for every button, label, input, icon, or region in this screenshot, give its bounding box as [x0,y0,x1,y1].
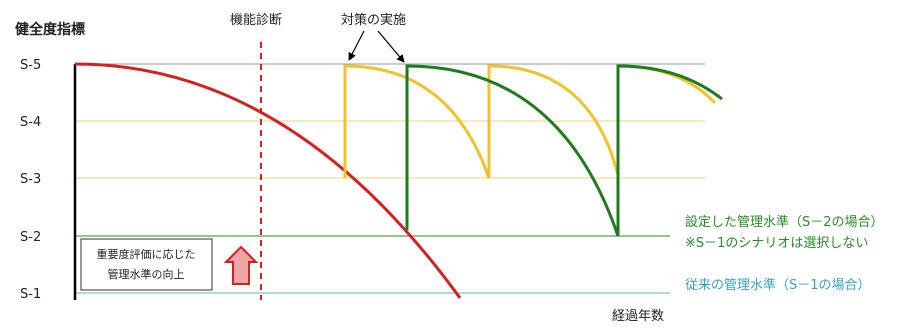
improvement-up-arrow [223,245,259,285]
countermeasure-arrow-right [377,30,405,63]
y-label-s2: S-2 [20,230,41,245]
y-label-s4: S-4 [20,115,41,130]
green-legend-line1: 設定した管理水準（S－2の場合） [685,214,884,230]
conventional-deterioration-curve [74,62,462,299]
y-label-s5: S-5 [20,58,41,73]
box-text-line1: 重要度評価に応じた [97,247,196,261]
countermeasure-arrow-left [348,30,365,61]
y-axis-title: 健全度指標 [15,21,85,38]
x-axis-title: 経過年数 [612,309,664,324]
diagnosis-label: 機能診断 [230,12,282,28]
y-label-s1: S-1 [20,287,41,302]
box-text-line2: 管理水準の向上 [108,267,185,281]
green-legend-line2: ※S－1のシナリオは選択しない [685,236,868,251]
yellow-scenario-curve [343,64,717,179]
blue-legend: 従来の管理水準（S－1の場合） [685,277,871,293]
management-level-box [80,238,213,291]
countermeasure-label: 対策の実施 [341,12,406,28]
green-scenario-curve [405,64,723,237]
y-label-s3: S-3 [20,172,41,187]
